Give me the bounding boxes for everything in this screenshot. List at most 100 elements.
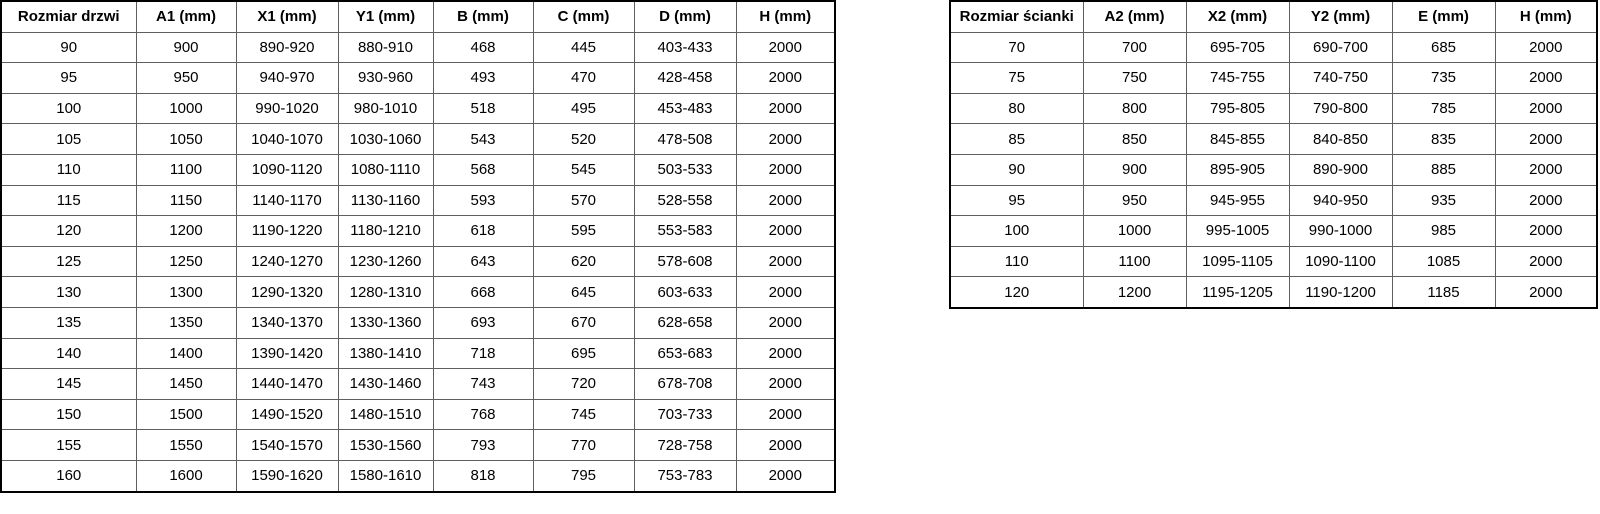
table-cell: 690-700 (1288, 31, 1393, 64)
table-cell: 110 (0, 153, 137, 186)
table-cell: 1000 (1082, 215, 1187, 247)
table-cell: 2000 (1494, 276, 1598, 309)
table-cell: 1150 (135, 184, 237, 217)
table-row: 95 950 945-955 940-950 935 2000 (949, 184, 1598, 217)
table-cell: 403-433 (633, 31, 737, 64)
column-header: Y1 (mm) (337, 0, 434, 33)
table-cell: 645 (532, 276, 635, 308)
table-cell: 1180-1210 (337, 215, 434, 247)
table-cell: 1140-1170 (235, 184, 339, 217)
table-row: 90 900 895-905 890-900 885 2000 (949, 153, 1598, 186)
table-cell: 735 (1391, 62, 1496, 94)
table-cell: 1600 (135, 459, 237, 493)
column-header: A1 (mm) (135, 0, 237, 33)
table-cell: 753-783 (633, 459, 737, 493)
table-cell: 1300 (135, 276, 237, 308)
table-cell: 693 (432, 306, 534, 339)
table-cell: 155 (0, 429, 137, 461)
table-cell: 818 (432, 459, 534, 493)
table-cell: 880-910 (337, 31, 434, 64)
table-cell: 840-850 (1288, 123, 1393, 155)
table-cell: 90 (949, 153, 1084, 186)
table-cell: 1090-1100 (1288, 245, 1393, 278)
table-cell: 150 (0, 398, 137, 431)
column-header: E (mm) (1391, 0, 1496, 33)
table-cell: 85 (949, 123, 1084, 155)
table-cell: 2000 (735, 215, 836, 247)
table-row: 85 850 845-855 840-850 835 2000 (949, 123, 1598, 155)
table-cell: 2000 (735, 276, 836, 308)
table-cell: 545 (532, 153, 635, 186)
table-row: 120 1200 1195-1205 1190-1200 1185 2000 (949, 276, 1598, 309)
table-cell: 1290-1320 (235, 276, 339, 308)
table-cell: 685 (1391, 31, 1496, 64)
table-cell: 895-905 (1185, 153, 1290, 186)
table-cell: 678-708 (633, 368, 737, 400)
column-header: D (mm) (633, 0, 737, 33)
table-cell: 1040-1070 (235, 123, 339, 155)
table-cell: 940-970 (235, 62, 339, 94)
table-cell: 1230-1260 (337, 245, 434, 278)
table-cell: 980-1010 (337, 92, 434, 125)
column-header: B (mm) (432, 0, 534, 33)
table-cell: 1240-1270 (235, 245, 339, 278)
table-cell: 2000 (735, 306, 836, 339)
table-cell: 2000 (735, 368, 836, 400)
column-header: Y2 (mm) (1288, 0, 1393, 33)
wall-panel-size-table: Rozmiar ścianki A2 (mm) X2 (mm) Y2 (mm) E (m… (949, 0, 1598, 309)
table-cell: 793 (432, 429, 534, 461)
table-cell: 1580-1610 (337, 459, 434, 493)
table-cell: 518 (432, 92, 534, 125)
table-cell: 940-950 (1288, 184, 1393, 217)
table-cell: 1540-1570 (235, 429, 339, 461)
table-cell: 2000 (1494, 153, 1598, 186)
table-cell: 740-750 (1288, 62, 1393, 94)
table-cell: 1450 (135, 368, 237, 400)
column-header: H (mm) (735, 0, 836, 33)
table-cell: 1030-1060 (337, 123, 434, 155)
table-cell: 1050 (135, 123, 237, 155)
table-cell: 120 (0, 215, 137, 247)
table-cell: 668 (432, 276, 534, 308)
table-row: 95 950 940-970 930-960 493 470 428-458 2000 (0, 62, 836, 94)
table-row: 80 800 795-805 790-800 785 2000 (949, 92, 1598, 125)
table-cell: 95 (0, 62, 137, 94)
table-cell: 1250 (135, 245, 237, 278)
table-cell: 578-608 (633, 245, 737, 278)
table-cell: 100 (949, 215, 1084, 247)
table-cell: 618 (432, 215, 534, 247)
table-cell: 2000 (735, 398, 836, 431)
table-cell: 670 (532, 306, 635, 339)
table-row: 145 1450 1440-1470 1430-1460 743 720 678-708 20… (0, 368, 836, 400)
table-cell: 743 (432, 368, 534, 400)
table-cell: 643 (432, 245, 534, 278)
table-cell: 750 (1082, 62, 1187, 94)
table-cell: 1500 (135, 398, 237, 431)
table-cell: 950 (1082, 184, 1187, 217)
table-cell: 70 (949, 31, 1084, 64)
table-cell: 1195-1205 (1185, 276, 1290, 309)
table-cell: 493 (432, 62, 534, 94)
table-cell: 720 (532, 368, 635, 400)
header-row: Rozmiar drzwi A1 (mm) X1 (mm) Y1 (mm) B (mm)… (0, 0, 836, 33)
table-row: 155 1550 1540-1570 1530-1560 793 770 728-758 20… (0, 429, 836, 461)
table-cell: 985 (1391, 215, 1496, 247)
table-cell: 568 (432, 153, 534, 186)
table-cell: 520 (532, 123, 635, 155)
table-cell: 1330-1360 (337, 306, 434, 339)
table-cell: 2000 (1494, 123, 1598, 155)
table-row: 120 1200 1190-1220 1180-1210 618 595 553-583 20… (0, 215, 836, 247)
table-cell: 1590-1620 (235, 459, 339, 493)
table-cell: 1185 (1391, 276, 1496, 309)
table-cell: 628-658 (633, 306, 737, 339)
table-cell: 1550 (135, 429, 237, 461)
table-cell: 543 (432, 123, 534, 155)
table-cell: 2000 (735, 62, 836, 94)
table-cell: 745-755 (1185, 62, 1290, 94)
table-row: 105 1050 1040-1070 1030-1060 543 520 478-508 20… (0, 123, 836, 155)
table-cell: 110 (949, 245, 1084, 278)
column-header: A2 (mm) (1082, 0, 1187, 33)
table-cell: 1400 (135, 337, 237, 370)
table-cell: 2000 (735, 123, 836, 155)
